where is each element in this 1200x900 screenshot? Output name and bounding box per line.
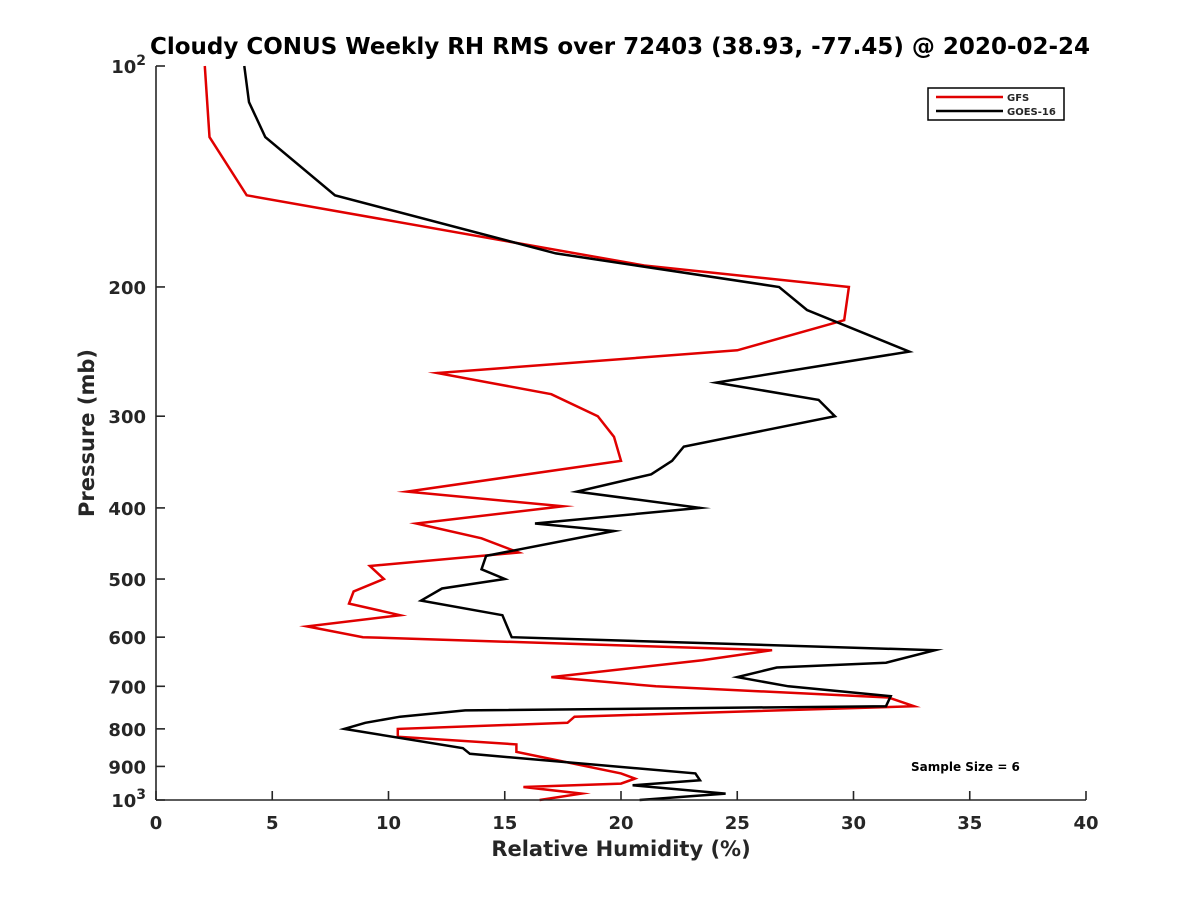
y-tick-label-exponent: 3 bbox=[136, 787, 146, 803]
series-line-goes16 bbox=[243, 65, 944, 802]
series-layer bbox=[203, 65, 944, 802]
y-tick-label-base: 900 bbox=[108, 757, 146, 778]
legend-label-gfs: GFS bbox=[1007, 93, 1029, 104]
x-tick-label: 10 bbox=[376, 813, 401, 834]
x-axis-label: Relative Humidity (%) bbox=[491, 837, 750, 861]
sample-size-annotation: Sample Size = 6 bbox=[911, 760, 1020, 774]
chart-title: Cloudy CONUS Weekly RH RMS over 72403 (3… bbox=[150, 34, 1090, 60]
y-tick-label: 102 bbox=[111, 53, 146, 78]
legend-box bbox=[927, 87, 1065, 121]
y-tick-label-base: 300 bbox=[108, 407, 146, 428]
y-tick-label-base: 400 bbox=[108, 499, 146, 520]
legend: GFS GOES-16 bbox=[927, 87, 1065, 121]
x-tick-label: 5 bbox=[266, 813, 279, 834]
x-tick-label: 15 bbox=[492, 813, 517, 834]
y-tick-label: 200 bbox=[108, 278, 146, 299]
y-tick-label: 300 bbox=[108, 407, 146, 428]
x-tick-group: 0 5 10 15 20 25 30 35 40 bbox=[150, 791, 1099, 834]
y-tick-label-base: 200 bbox=[108, 278, 146, 299]
y-axis-label: Pressure (mb) bbox=[75, 349, 99, 517]
y-tick-label-base: 500 bbox=[108, 570, 146, 591]
y-tick-label: 900 bbox=[108, 757, 146, 778]
y-tick-label: 700 bbox=[108, 677, 146, 698]
y-tick-label: 600 bbox=[108, 628, 146, 649]
y-tick-label: 400 bbox=[108, 499, 146, 520]
x-tick-label: 40 bbox=[1073, 813, 1098, 834]
x-tick-label: 35 bbox=[957, 813, 982, 834]
y-tick-label-base: 10 bbox=[111, 791, 136, 812]
y-tick-label-exponent: 2 bbox=[136, 53, 146, 69]
y-tick-label: 103 bbox=[111, 787, 146, 812]
x-tick-label: 20 bbox=[608, 813, 633, 834]
y-tick-label: 500 bbox=[108, 570, 146, 591]
y-tick-label-base: 10 bbox=[111, 57, 136, 78]
y-tick-label-base: 700 bbox=[108, 677, 146, 698]
y-tick-label-base: 800 bbox=[108, 720, 146, 741]
x-tick-label: 0 bbox=[150, 813, 163, 834]
series-line-gfs bbox=[203, 65, 921, 802]
y-tick-label: 800 bbox=[108, 720, 146, 741]
x-tick-label: 30 bbox=[841, 813, 866, 834]
legend-label-goes16: GOES-16 bbox=[1007, 107, 1056, 118]
y-tick-label-base: 600 bbox=[108, 628, 146, 649]
x-tick-label: 25 bbox=[725, 813, 750, 834]
